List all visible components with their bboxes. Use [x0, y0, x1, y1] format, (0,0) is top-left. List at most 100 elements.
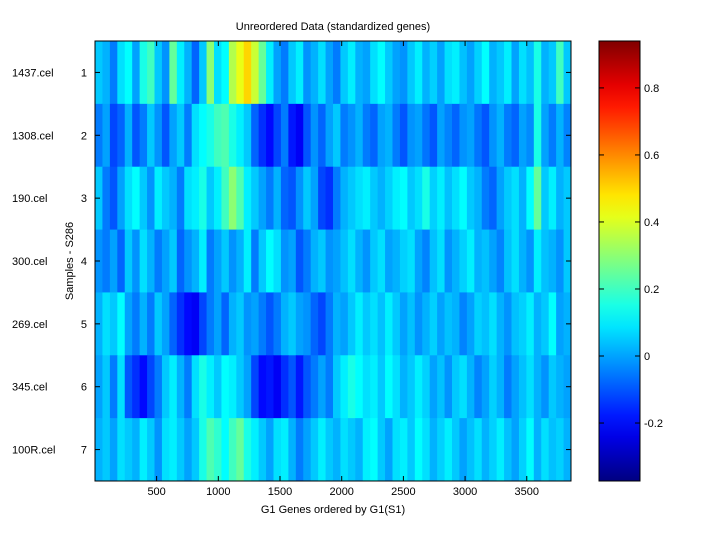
heatmap-cell	[280, 292, 289, 356]
heatmap-cell	[370, 166, 379, 231]
heatmap-cell	[437, 418, 446, 482]
heatmap-cell	[169, 229, 178, 293]
heatmap-cell	[280, 229, 289, 293]
heatmap-cell	[347, 292, 356, 356]
heatmap-cell	[325, 41, 334, 105]
heatmap-cell	[459, 418, 468, 482]
heatmap-cell	[318, 418, 327, 482]
heatmap-cell	[452, 292, 460, 356]
heatmap-cell	[489, 418, 498, 482]
heatmap-cell	[117, 418, 126, 482]
heatmap-cell	[161, 229, 170, 293]
heatmap-cell	[526, 103, 535, 168]
heatmap-cell	[310, 418, 319, 482]
heatmap-cell	[221, 41, 230, 105]
heatmap-cell	[437, 41, 446, 105]
x-tick-label: 500	[147, 486, 165, 498]
colorbar-tick-label: 0	[644, 351, 650, 363]
heatmap-cell	[437, 103, 446, 168]
heatmap-cell	[161, 418, 170, 482]
heatmap-cell	[385, 103, 393, 168]
heatmap-cell	[340, 103, 349, 168]
heatmap-cell	[429, 41, 438, 105]
heatmap-cell	[124, 418, 133, 482]
heatmap-cell	[132, 229, 141, 293]
heatmap-cell	[295, 292, 304, 356]
heatmap-cell	[273, 355, 282, 419]
heatmap-cell	[184, 292, 193, 356]
heatmap-cell	[154, 103, 163, 168]
heatmap-cell	[221, 418, 230, 482]
heatmap-cell	[303, 166, 312, 231]
heatmap-cell	[474, 355, 483, 419]
heatmap-cell	[199, 355, 208, 419]
heatmap-cell	[243, 292, 252, 356]
heatmap-cell	[109, 229, 118, 293]
heatmap-cell	[124, 229, 133, 293]
heatmap-cell	[214, 355, 222, 419]
heatmap-cell	[154, 41, 163, 105]
heatmap-cell	[310, 166, 319, 231]
heatmap-cell	[333, 41, 341, 105]
heatmap-cell	[474, 41, 483, 105]
heatmap-cell	[161, 355, 170, 419]
heatmap-cell	[333, 103, 341, 168]
heatmap-cell	[176, 292, 185, 356]
heatmap-cell	[273, 41, 282, 105]
heatmap-cell	[518, 355, 527, 419]
heatmap-cell	[199, 229, 208, 293]
heatmap-cell	[347, 41, 356, 105]
heatmap-cell	[228, 41, 237, 105]
heatmap-cell	[414, 166, 423, 231]
heatmap-cell	[288, 418, 297, 482]
heatmap-cell	[518, 292, 527, 356]
heatmap-cell	[452, 41, 460, 105]
heatmap-cell	[526, 229, 535, 293]
heatmap-cell	[496, 103, 505, 168]
heatmap-cell	[392, 292, 401, 356]
heatmap-cell	[214, 229, 222, 293]
heatmap-cell	[139, 166, 148, 231]
heatmap-cell	[176, 355, 185, 419]
heatmap-cell	[325, 355, 334, 419]
heatmap-cell	[221, 355, 230, 419]
heatmap-cell	[459, 41, 468, 105]
y-tick-label: 6	[81, 382, 87, 394]
x-tick-label: 1000	[206, 486, 230, 498]
heatmap-cell	[347, 418, 356, 482]
heatmap-cell	[481, 355, 490, 419]
heatmap-cell	[236, 418, 245, 482]
heatmap-cell	[429, 355, 438, 419]
row-label: 1308.cel	[12, 130, 54, 142]
heatmap-cell	[362, 355, 371, 419]
heatmap-cell	[466, 418, 475, 482]
heatmap-cell	[206, 166, 215, 231]
heatmap-cell	[295, 41, 304, 105]
heatmap-cell	[214, 103, 222, 168]
heatmap-cell	[504, 355, 512, 419]
heatmap-cell	[147, 229, 155, 293]
heatmap-cell	[340, 418, 349, 482]
heatmap-cell	[526, 166, 535, 231]
heatmap-cell	[459, 355, 468, 419]
heatmap-cell	[533, 355, 542, 419]
heatmap-cell	[370, 229, 379, 293]
heatmap-cell	[355, 355, 364, 419]
heatmap-cell	[243, 355, 252, 419]
heatmap-cell	[370, 41, 379, 105]
heatmap-cell	[258, 103, 267, 168]
heatmap-cell	[251, 292, 260, 356]
heatmap-cell	[147, 355, 155, 419]
heatmap-cell	[489, 355, 498, 419]
row-label: 190.cel	[12, 193, 47, 205]
heatmap-cell	[437, 229, 446, 293]
y-tick-label: 1	[81, 67, 87, 79]
heatmap-cell	[266, 166, 274, 231]
heatmap-cell	[362, 166, 371, 231]
heatmap-cell	[377, 41, 386, 105]
heatmap-cell	[333, 292, 341, 356]
heatmap-cell	[176, 103, 185, 168]
y-tick-label: 2	[81, 130, 87, 142]
heatmap-cell	[496, 166, 505, 231]
heatmap-cell	[399, 103, 408, 168]
